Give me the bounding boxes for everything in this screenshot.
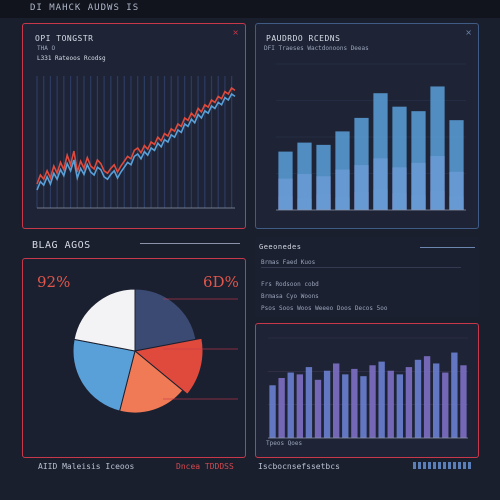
pie-slice — [134, 288, 197, 352]
bar — [297, 142, 312, 210]
pie-slice — [118, 350, 184, 414]
bar — [316, 144, 331, 210]
bar — [460, 365, 467, 438]
footer-left: AIID Maleisis Iceoos — [38, 462, 135, 471]
bar — [323, 370, 331, 438]
panel-title: PAUDRDO RCEDNS — [266, 34, 341, 43]
pie-slice — [72, 338, 136, 412]
bar — [354, 117, 369, 210]
bar — [314, 379, 322, 438]
bar — [305, 367, 313, 438]
list-item: Psos Soos Woos Weeeo Doos Decos 5oo — [261, 305, 388, 312]
bar-chart — [268, 337, 468, 439]
bar — [442, 372, 449, 438]
list-title: Geeonedes — [259, 243, 302, 251]
series-line — [36, 92, 236, 191]
bar — [423, 356, 431, 438]
panel-pie-chart: 92% 6D% — [22, 258, 246, 458]
divider — [261, 267, 461, 268]
panel-subtitle: THA O — [37, 45, 56, 52]
panel-legend: L331 Rateoos Rcodsg — [37, 55, 106, 62]
list-item: Brmasa Cyo Woons — [261, 293, 319, 300]
bar — [287, 372, 294, 438]
value-right: 6D% — [203, 273, 239, 291]
bar — [405, 367, 413, 438]
bar — [411, 111, 426, 210]
bar — [373, 93, 388, 210]
pie-chart — [72, 288, 238, 414]
bar — [296, 374, 303, 438]
bar — [342, 374, 349, 438]
section-title: BLAG AGOS — [32, 240, 91, 251]
bar — [430, 86, 445, 210]
panel-caption: Tpeos Qoes — [266, 440, 303, 447]
pagination-bar[interactable] — [413, 462, 473, 469]
value-left: 92% — [37, 273, 71, 291]
bar — [433, 363, 440, 438]
footer-right: Iscbocnsefssetbcs — [258, 462, 340, 471]
bar — [449, 120, 464, 210]
list-item: Frs Rodsoon cobd — [261, 281, 319, 288]
bar — [392, 106, 407, 210]
bar — [333, 363, 340, 438]
pie-slice — [73, 288, 136, 352]
close-icon[interactable]: × — [232, 28, 239, 37]
bar — [360, 376, 367, 438]
divider — [140, 243, 240, 244]
pie-slice — [133, 337, 204, 396]
panel-line-chart: OPI TONGSTR THA O L331 Rateoos Rcodsg × — [22, 23, 246, 229]
divider — [420, 247, 475, 248]
bar — [369, 365, 376, 438]
bar — [335, 131, 350, 210]
close-icon[interactable]: × — [465, 28, 472, 37]
bar — [278, 378, 285, 438]
bar — [278, 151, 293, 210]
panel-list: Geeonedes Brmas Faed Kuos Frs Rodsoon co… — [255, 237, 479, 317]
panel-title: OPI TONGSTR — [35, 34, 94, 43]
series-line — [36, 86, 236, 185]
title-bar: DI MAHCK AUDWS IS — [0, 0, 500, 18]
bar — [396, 374, 403, 438]
bar — [451, 352, 458, 438]
line-chart — [36, 76, 236, 209]
dashboard-title: DI MAHCK AUDWS IS — [30, 3, 140, 13]
stacked-bar-chart — [276, 63, 466, 211]
panel-bottom-bars: Tpeos Qoes — [255, 323, 479, 458]
footer-mid: Dncea TDDDSS — [176, 462, 234, 471]
bar — [378, 361, 385, 438]
bar — [351, 368, 358, 438]
panel-bar-chart: PAUDRDO RCEDNS DFI Traeses Wactdonoons D… — [255, 23, 479, 229]
bar — [269, 385, 276, 438]
bar — [414, 359, 422, 438]
list-item: Brmas Faed Kuos — [261, 259, 316, 266]
panel-subtitle: DFI Traeses Wactdonoons Deeas — [264, 45, 369, 52]
bar — [387, 370, 394, 438]
